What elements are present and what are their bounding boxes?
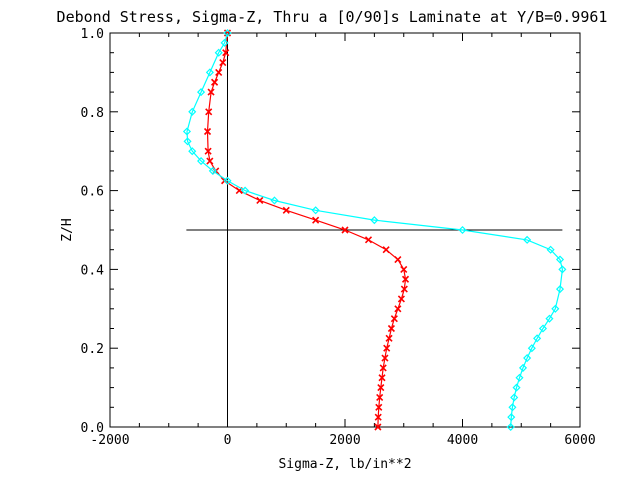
- data-point-x-marker: [385, 334, 393, 342]
- data-point-x-marker: [382, 246, 390, 254]
- data-point-x-marker: [394, 255, 402, 264]
- data-point-diamond-marker: [197, 88, 206, 97]
- data-point-x-marker: [397, 295, 405, 303]
- chart-title: Debond Stress, Sigma-Z, Thru a [0/90]s L…: [57, 8, 608, 26]
- series-layer: [182, 28, 567, 432]
- data-point-diamond-marker: [197, 157, 206, 166]
- data-point-diamond-marker: [188, 107, 197, 116]
- data-point-diamond-marker: [512, 383, 521, 392]
- data-point-x-marker: [400, 285, 408, 293]
- y-tick-label: 0.2: [81, 342, 104, 357]
- data-point-diamond-marker: [205, 68, 214, 77]
- data-point-diamond-marker: [370, 216, 379, 225]
- data-point-x-marker: [219, 58, 227, 67]
- data-point-x-marker: [222, 49, 230, 57]
- series-0: [203, 29, 410, 431]
- data-point-x-marker: [383, 344, 391, 352]
- data-point-diamond-marker: [527, 344, 536, 353]
- y-tick-label: 0.6: [81, 185, 104, 200]
- data-point-x-marker: [206, 157, 214, 165]
- data-point-diamond-marker: [188, 147, 197, 156]
- reference-lines: [186, 33, 563, 427]
- data-point-diamond-marker: [183, 137, 192, 146]
- data-point-x-marker: [207, 88, 215, 96]
- data-point-diamond-marker: [533, 334, 542, 343]
- data-point-x-marker: [374, 423, 382, 431]
- data-point-x-marker: [205, 108, 213, 116]
- x-tick-label: -2000: [90, 433, 129, 448]
- y-tick-label: 0.4: [81, 263, 105, 278]
- data-point-x-marker: [390, 315, 398, 323]
- data-point-diamond-marker: [220, 38, 229, 47]
- data-point-diamond-marker: [508, 403, 517, 412]
- x-axis-label: Sigma-Z, lb/in**2: [278, 457, 411, 472]
- data-point-diamond-marker: [515, 373, 524, 382]
- data-point-diamond-marker: [208, 166, 217, 175]
- y-tick-label: 1.0: [81, 27, 104, 42]
- data-point-diamond-marker: [241, 186, 250, 195]
- data-point-diamond-marker: [523, 235, 532, 244]
- y-tick-label: 0.0: [81, 421, 104, 436]
- x-tick-label: 6000: [564, 433, 595, 448]
- x-tick-label: 0: [224, 433, 232, 448]
- data-point-diamond-marker: [214, 48, 223, 57]
- data-point-x-marker: [312, 216, 320, 224]
- data-point-x-marker: [377, 384, 385, 392]
- series-line: [186, 32, 564, 428]
- data-point-x-marker: [379, 364, 387, 372]
- data-point-x-marker: [378, 374, 386, 382]
- data-point-diamond-marker: [311, 206, 320, 215]
- data-point-diamond-marker: [270, 196, 279, 205]
- data-point-x-marker: [374, 413, 382, 421]
- data-point-diamond-marker: [223, 28, 232, 38]
- data-point-diamond-marker: [182, 127, 192, 136]
- y-axis-label: Z/H: [60, 218, 75, 241]
- data-point-diamond-marker: [546, 245, 555, 254]
- data-point-x-marker: [282, 206, 290, 214]
- data-point-diamond-marker: [506, 422, 515, 432]
- data-point-diamond-marker: [558, 265, 567, 274]
- data-point-diamond-marker: [545, 314, 554, 323]
- data-point-x-marker: [387, 324, 395, 333]
- y-tick-label: 0.8: [81, 106, 104, 121]
- data-point-x-marker: [400, 265, 408, 273]
- data-point-x-marker: [364, 236, 373, 244]
- data-point-diamond-marker: [223, 176, 232, 185]
- data-point-x-marker: [394, 305, 402, 313]
- data-point-x-marker: [203, 127, 212, 136]
- axis-ticks: -2000 0 2000 4000 6000 0.0 0.2 0.4 0.6 0.8 1.0: [81, 27, 596, 448]
- data-point-x-marker: [381, 354, 389, 362]
- data-point-diamond-marker: [510, 393, 519, 402]
- x-tick-label: 4000: [447, 433, 478, 448]
- data-point-diamond-marker: [458, 225, 467, 235]
- data-point-diamond-marker: [507, 413, 516, 422]
- data-point-diamond-marker: [555, 285, 565, 294]
- data-point-x-marker: [215, 68, 223, 76]
- data-point-diamond-marker: [551, 304, 560, 313]
- data-point-x-marker: [341, 226, 349, 234]
- data-point-x-marker: [401, 275, 410, 283]
- data-point-diamond-marker: [538, 324, 548, 333]
- data-point-x-marker: [375, 403, 383, 411]
- data-point-diamond-marker: [555, 255, 565, 264]
- data-point-x-marker: [376, 393, 384, 402]
- data-point-x-marker: [204, 147, 212, 155]
- data-point-x-marker: [211, 78, 219, 86]
- series-1: [182, 28, 567, 432]
- data-point-diamond-marker: [518, 363, 528, 372]
- data-point-diamond-marker: [523, 354, 532, 363]
- data-point-x-marker: [256, 196, 264, 205]
- x-tick-label: 2000: [329, 433, 360, 448]
